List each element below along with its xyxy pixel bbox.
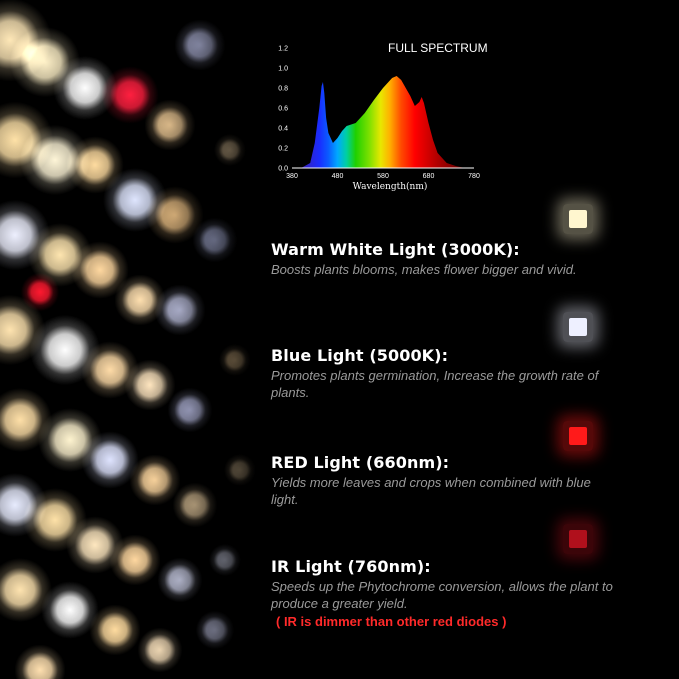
y-tick-label: 0.8: [278, 86, 288, 93]
blue-section: Blue Light (5000K): Promotes plants germ…: [271, 346, 666, 401]
red-led-chip: [563, 421, 593, 451]
ir-note: ( IR is dimmer than other red diodes ): [276, 614, 507, 629]
x-tick-label: 380: [286, 173, 298, 180]
warm-white-title: Warm White Light (3000K):: [271, 240, 520, 259]
spectrum-area: [301, 76, 465, 168]
ir-description: Speeds up the Phytochrome conversion, al…: [271, 579, 613, 611]
plot-area: [292, 76, 474, 169]
blue-title: Blue Light (5000K):: [271, 346, 449, 365]
warm-white-description: Boosts plants blooms, makes flower bigge…: [271, 262, 577, 277]
x-tick-label: 680: [423, 173, 435, 180]
y-tick-label: 0.0: [278, 166, 288, 173]
y-tick-label: 0.2: [278, 146, 288, 153]
spectrum-chart: FULL SPECTRUM 0.0 0.2 0.4 0.6 0.8 1.0 1.2 380 4…: [278, 41, 488, 192]
blue-led-chip: [563, 312, 593, 342]
y-tick-label: 0.6: [278, 106, 288, 113]
x-axis-label: Wavelength(nm): [353, 181, 428, 192]
y-tick-label: 1.2: [278, 46, 288, 53]
ir-title: IR Light (760nm):: [271, 557, 431, 576]
x-tick-label: 480: [332, 173, 344, 180]
ir-led-chip: [563, 524, 593, 554]
x-axis-ticks: 380 480 580 680 780: [286, 173, 480, 180]
red-description: Yields more leaves and crops when combin…: [271, 475, 591, 507]
warm-white-section: Warm White Light (3000K): Boosts plants …: [271, 240, 666, 278]
chart-title: FULL SPECTRUM: [388, 41, 488, 55]
red-title: RED Light (660nm):: [271, 453, 450, 472]
blue-description: Promotes plants germination, Increase th…: [271, 368, 599, 400]
x-tick-label: 580: [377, 173, 389, 180]
x-tick-label: 780: [468, 173, 480, 180]
ir-section: IR Light (760nm): Speeds up the Phytochr…: [271, 557, 666, 612]
y-axis-ticks: 0.0 0.2 0.4 0.6 0.8 1.0 1.2: [278, 46, 288, 173]
red-section: RED Light (660nm): Yields more leaves an…: [271, 453, 666, 508]
y-tick-label: 1.0: [278, 66, 288, 73]
y-tick-label: 0.4: [278, 126, 288, 133]
warm-white-led-chip: [563, 204, 593, 234]
